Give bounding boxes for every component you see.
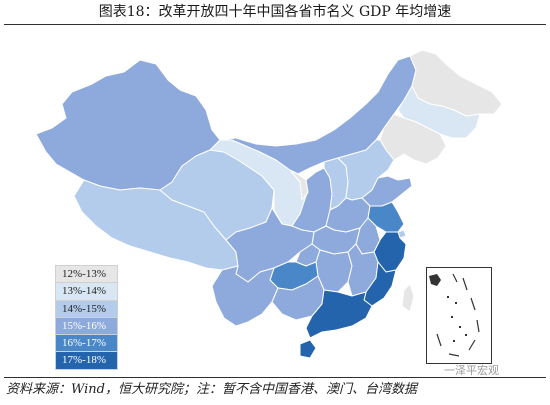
legend-item-17-18: 17%-18% <box>55 351 118 370</box>
china-province-map <box>35 49 503 359</box>
footer-divider <box>4 377 546 378</box>
province-guangdong <box>305 289 373 339</box>
watermark: 一泽平宏观 <box>444 364 499 377</box>
map-legend: 12%-13% 13%-14% 14%-15% 15%-16% 16%-17% … <box>55 265 118 370</box>
province-hebei <box>337 139 395 201</box>
title-divider <box>4 24 546 25</box>
inset-coastline <box>429 274 441 286</box>
legend-item-16-17: 16%-17% <box>55 334 118 353</box>
province-yunnan <box>211 265 279 327</box>
province-taiwan <box>401 283 415 313</box>
legend-item-13-14: 13%-14% <box>55 282 118 301</box>
province-hainan <box>299 339 317 359</box>
map-title: 图表18：改革开放四十年中国各省市名义 GDP 年均增速 <box>98 4 452 20</box>
south-china-sea-inset <box>426 267 492 364</box>
source-note: 资料来源：Wind，恒大研究院；注：暂不含中国香港、澳门、台湾数据 <box>6 382 417 397</box>
inset-dashed-line <box>436 273 480 357</box>
legend-item-14-15: 14%-15% <box>55 299 118 318</box>
legend-item-15-16: 15%-16% <box>55 316 118 336</box>
province-qinghai <box>159 149 275 241</box>
legend-item-12-13: 12%-13% <box>55 265 118 284</box>
inset-islands <box>447 296 467 342</box>
